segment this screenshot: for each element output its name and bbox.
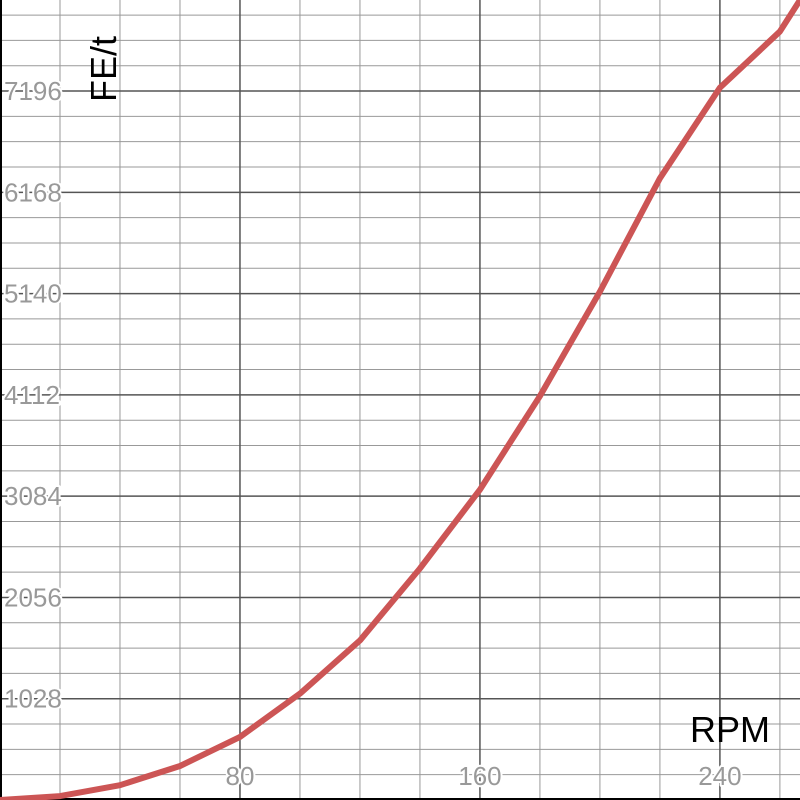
y-tick-label: 7196 xyxy=(4,76,62,106)
x-tick-label: 80 xyxy=(226,761,255,791)
y-tick-label: 6168 xyxy=(4,177,62,207)
y-axis-title: FE/t xyxy=(83,36,124,102)
y-tick-label: 4112 xyxy=(4,380,60,410)
x-tick-label: 160 xyxy=(458,761,501,791)
tick-labels: 80 160 240 1028 2056 3084 4112 5140 6168 7196 xyxy=(2,74,744,793)
y-tick-label: 2056 xyxy=(4,582,62,612)
y-tick-label: 1028 xyxy=(4,684,62,714)
x-axis-title: RPM xyxy=(690,709,770,750)
y-tick-label: 5140 xyxy=(4,279,62,309)
x-tick-label: 240 xyxy=(698,761,741,791)
y-tick-label: 3084 xyxy=(4,481,62,511)
